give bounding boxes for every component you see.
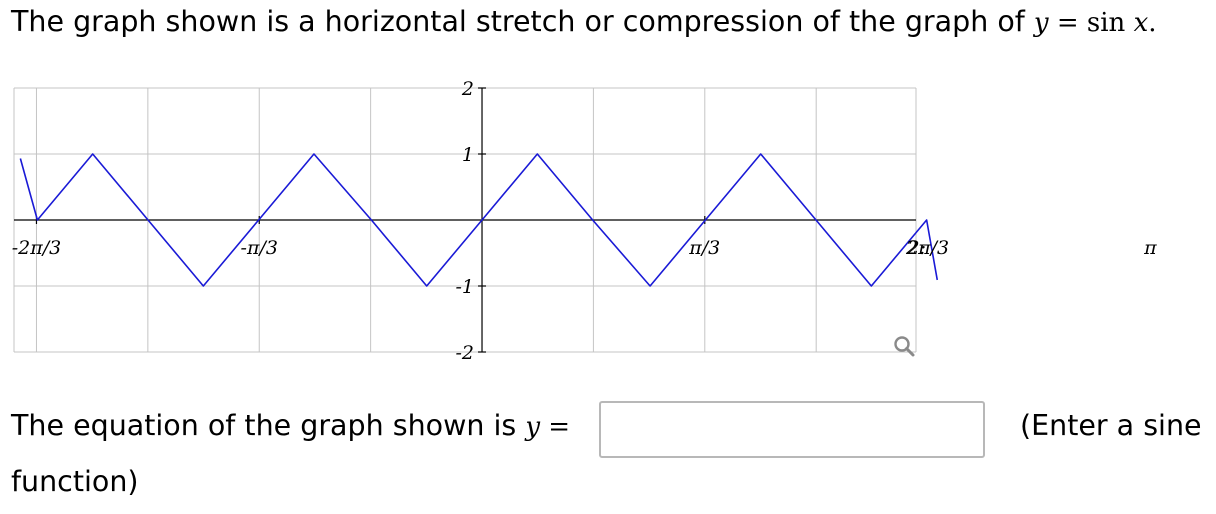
y-tick-label: -2 xyxy=(456,342,475,364)
answer-hint-part1: (Enter a sine xyxy=(1020,409,1202,442)
curve-series xyxy=(19,153,939,287)
x-tick-label: π/3 xyxy=(688,237,720,259)
answer-equation: y = xyxy=(525,412,570,442)
answer-equals: = xyxy=(540,412,571,442)
axes xyxy=(14,87,916,353)
answer-prompt-line: The equation of the graph shown is y = xyxy=(11,406,570,447)
question-equation: y = sin x. xyxy=(1034,8,1157,38)
eq-equals: = xyxy=(1048,8,1087,38)
eq-var: x xyxy=(1133,8,1149,38)
tick-labels: -5π/3-4π/3-π-2π/3-π/3π/32π/3π4π/35π/32:2… xyxy=(12,78,1157,364)
x-tick-label: 2: xyxy=(907,237,927,259)
x-tick-label: π xyxy=(1143,237,1157,259)
eq-fn: sin xyxy=(1086,8,1126,38)
eq-period: . xyxy=(1148,8,1157,38)
y-tick-label: -1 xyxy=(456,276,475,298)
x-tick-label: 2π/3 xyxy=(905,237,949,259)
question-text: The graph shown is a horizontal stretch … xyxy=(11,2,1157,43)
eq-lhs: y xyxy=(1033,8,1049,38)
answer-prompt: The equation of the graph shown is xyxy=(11,409,517,442)
answer-hint-part2: function) xyxy=(11,465,139,498)
magnifier-icon[interactable] xyxy=(894,336,915,357)
x-tick-label: -2π/3 xyxy=(12,237,62,259)
answer-input[interactable] xyxy=(599,401,985,458)
y-tick-label: 1 xyxy=(462,144,474,166)
sine-curve xyxy=(19,153,939,287)
answer-lhs: y xyxy=(525,412,541,442)
question-prompt: The graph shown is a horizontal stretch … xyxy=(11,5,1025,38)
y-tick-label: 2 xyxy=(461,78,474,100)
x-tick-label: -π/3 xyxy=(241,237,278,259)
